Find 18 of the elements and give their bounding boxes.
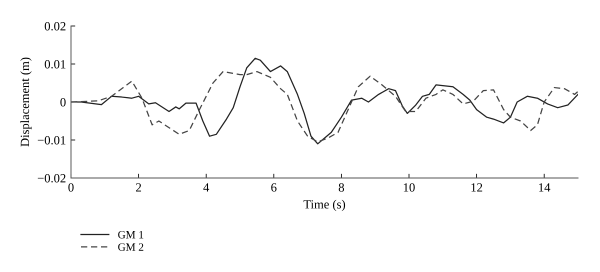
line-series <box>71 70 578 143</box>
x-tick-label: 4 <box>203 183 210 192</box>
y-axis-title: Displacement (m) <box>20 58 32 147</box>
x-tick-label: 12 <box>471 183 482 192</box>
x-tick-label: 8 <box>338 183 344 192</box>
y-tick-label: 0 <box>60 98 66 106</box>
x-tick-label: 6 <box>271 183 277 192</box>
y-tick-label: 0.01 <box>44 60 66 69</box>
y-tick-label: 0.02 <box>44 22 66 31</box>
legend-label: GM 1 <box>118 230 144 238</box>
x-tick-label: 10 <box>404 183 415 192</box>
x-tick-label: 14 <box>539 183 550 192</box>
x-tick-label: 0 <box>68 183 74 192</box>
x-axis-title: Time (s) <box>304 200 346 212</box>
legend-label: GM 2 <box>118 243 144 251</box>
y-tick-label: −0.02 <box>38 174 66 183</box>
x-tick-label: 2 <box>136 183 142 192</box>
y-tick-label: −0.01 <box>38 136 66 145</box>
